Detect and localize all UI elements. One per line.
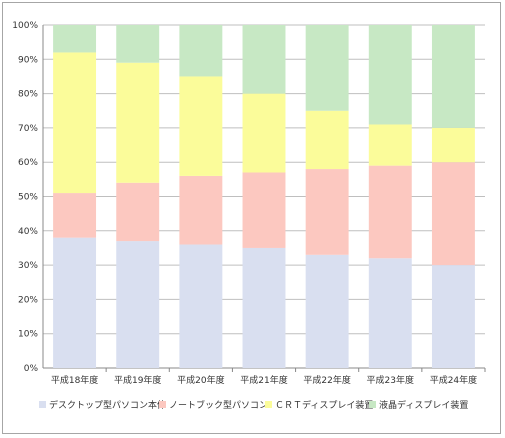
legend-swatch [265, 401, 272, 408]
legend-swatch [159, 401, 166, 408]
legend-swatch [369, 401, 376, 408]
bar-segment-2 [368, 165, 412, 259]
bar-segment-1 [53, 237, 97, 368]
y-tick-label: 90% [18, 55, 38, 65]
bar-segment-1 [179, 244, 223, 368]
x-tick-label: 平成18年度 [51, 374, 98, 386]
x-tick-label: 平成21年度 [240, 374, 287, 386]
x-tick-label: 平成23年度 [367, 374, 414, 386]
y-tick-label: 70% [18, 124, 38, 134]
y-tick-label: 100% [12, 21, 38, 31]
bar-segment-3 [368, 124, 412, 166]
legend-swatch [39, 401, 46, 408]
y-tick-label: 20% [18, 295, 38, 305]
bar-segment-4 [242, 25, 286, 94]
bar-segment-3 [242, 93, 286, 173]
bar-segment-2 [242, 172, 286, 248]
bar-segment-2 [431, 162, 475, 266]
bar-segment-2 [305, 169, 349, 255]
bar-segment-3 [305, 110, 349, 170]
y-tick-label: 10% [18, 330, 38, 340]
legend-label: ノートブック型パソコン [169, 399, 268, 411]
bar-segment-3 [116, 62, 160, 183]
bar-segment-4 [116, 25, 160, 63]
bar-segment-2 [179, 175, 223, 245]
bar-segment-4 [179, 25, 223, 77]
bar-segment-1 [431, 265, 475, 368]
stacked-bar-chart: 0% 10% 20% 30% 40% 50% 60% 70% 80% 90% 100% 平成18年度 平… [12, 21, 486, 411]
bar-segment-3 [179, 76, 223, 176]
bar-segment-2 [116, 182, 160, 242]
legend-label: 液晶ディスプレイ装置 [379, 399, 468, 411]
bar-segment-3 [431, 127, 475, 163]
x-tick-label: 平成22年度 [303, 374, 350, 386]
y-tick-label: 60% [18, 158, 38, 168]
y-tick-label: 30% [18, 261, 38, 271]
y-tick-label: 0% [24, 364, 39, 374]
bar-segment-4 [368, 25, 412, 125]
bar-segment-4 [305, 25, 349, 111]
legend-label: デスクトップ型パソコン本体 [49, 399, 166, 411]
legend-label: ＣＲＴディスプレイ装置 [275, 399, 373, 411]
bar-segment-4 [53, 25, 97, 53]
x-tick-label: 平成19年度 [114, 374, 161, 386]
bar-segment-3 [53, 52, 97, 194]
bar-segment-1 [305, 254, 349, 368]
y-tick-label: 50% [18, 193, 38, 203]
bar-segment-2 [53, 193, 97, 238]
chart-frame: 0% 10% 20% 30% 40% 50% 60% 70% 80% 90% 100% 平成18年度 平… [2, 2, 501, 434]
y-tick-label: 40% [18, 227, 38, 237]
bar-segment-1 [116, 241, 160, 368]
bar-segment-1 [242, 247, 286, 368]
y-tick-label: 80% [18, 90, 38, 100]
x-tick-label: 平成24年度 [430, 374, 477, 386]
x-tick-label: 平成20年度 [177, 374, 224, 386]
bar-segment-1 [368, 258, 412, 368]
bar-segment-4 [431, 25, 475, 128]
